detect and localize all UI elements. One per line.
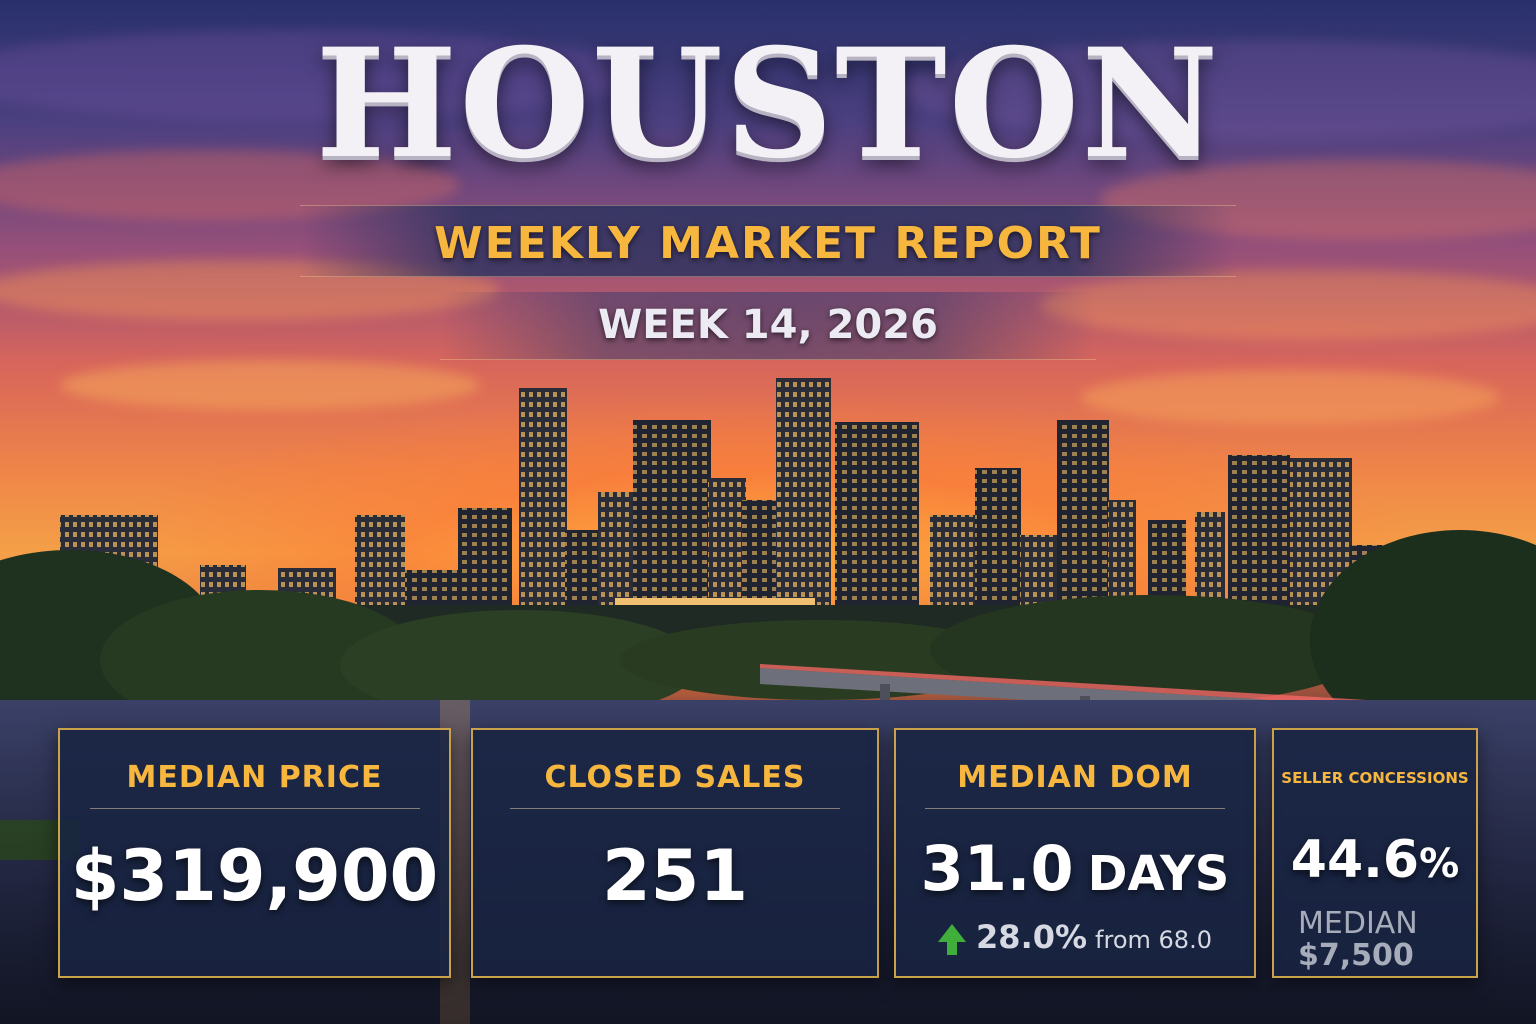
seller-concessions-median-label: MEDIAN: [1298, 906, 1418, 941]
median-dom-change-pct: 28.0%: [976, 918, 1088, 956]
arrow-up-icon: [938, 924, 967, 955]
divider: [89, 808, 420, 809]
seller-concessions-median-amount: $7,500: [1298, 938, 1414, 973]
closed-sales-card: CLOSED SALES 251: [471, 728, 879, 978]
cloud: [1040, 270, 1536, 340]
median-price-card: MEDIAN PRICE $319,900: [58, 728, 451, 978]
median-price-label: MEDIAN PRICE: [126, 760, 383, 795]
cloud: [1080, 370, 1500, 425]
median-dom-value-row: 31.0 DAYS: [896, 831, 1254, 912]
closed-sales-value: 251: [601, 835, 749, 917]
cloud: [0, 30, 640, 120]
seller-concessions-median: MEDIAN $7,500: [1274, 908, 1476, 972]
median-dom-value: 31.0: [920, 832, 1074, 905]
divider: [510, 808, 840, 809]
median-price-value: $319,900: [70, 835, 439, 917]
median-dom-change-from: from 68.0: [1095, 926, 1212, 954]
median-dom-card: MEDIAN DOM 31.0 DAYS 28.0% from 68.0: [894, 728, 1256, 978]
seller-concessions-card: SELLER CONCESSIONS 44.6% MEDIAN $7,500: [1272, 728, 1478, 978]
seller-concessions-percent-sign: %: [1419, 841, 1460, 887]
cloud: [60, 360, 480, 410]
report-title-banner: WEEKLY MARKET REPORT: [300, 205, 1236, 277]
seller-concessions-value-row: 44.6%: [1274, 828, 1476, 896]
week-label: WEEK 14, 2026: [598, 302, 938, 348]
city-title: HOUSTON: [315, 16, 1221, 192]
median-dom-unit: DAYS: [1087, 846, 1230, 902]
cloud: [900, 40, 1536, 140]
seller-concessions-label: SELLER CONCESSIONS: [1281, 769, 1469, 787]
median-dom-label: MEDIAN DOM: [957, 760, 1193, 795]
median-dom-change: 28.0% from 68.0: [896, 918, 1254, 956]
report-title: WEEKLY MARKET REPORT: [434, 218, 1102, 269]
seller-concessions-value: 44.6: [1290, 830, 1420, 890]
divider: [925, 808, 1225, 809]
week-banner: WEEK 14, 2026: [440, 292, 1096, 360]
closed-sales-label: CLOSED SALES: [544, 760, 806, 795]
